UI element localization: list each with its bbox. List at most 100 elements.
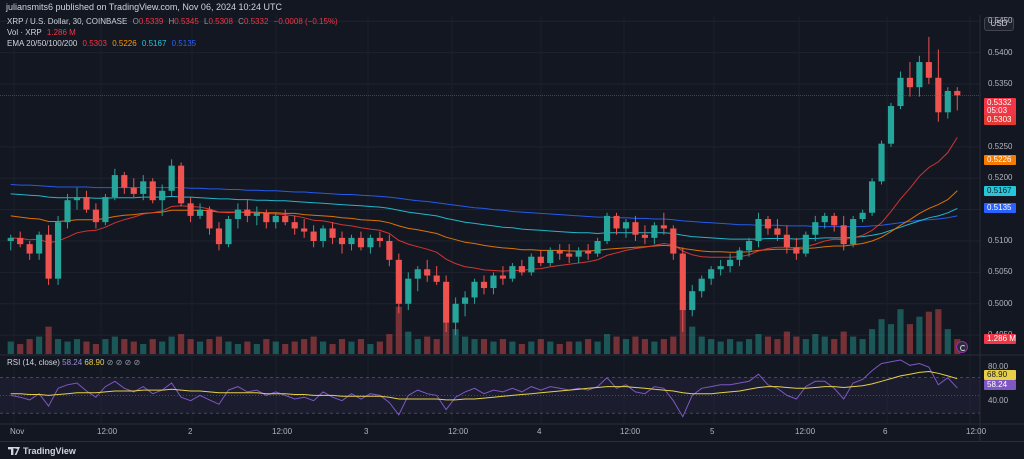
candle-body	[414, 269, 421, 279]
candle-body	[613, 215, 620, 229]
currency-button[interactable]: USD	[984, 17, 1014, 31]
volume-bar	[518, 344, 525, 354]
ema50-price-label: 0.5226	[984, 155, 1016, 165]
volume-bar	[916, 316, 923, 354]
volume-bar	[272, 341, 279, 354]
volume-bar	[935, 309, 942, 354]
volume-bar	[651, 341, 658, 354]
tradingview-logo[interactable]: TradingView	[8, 446, 76, 457]
rsi-legend: RSI (14, close) 58.24 68.90 ⊘ ⊘ ⊘ ⊘	[7, 358, 140, 368]
volume-bar	[944, 329, 951, 354]
candle-body	[622, 222, 630, 229]
candle-body	[689, 291, 696, 311]
candle-body	[698, 278, 705, 292]
rsi-settings-icons[interactable]: ⊘ ⊘ ⊘ ⊘	[106, 358, 141, 367]
close-value: 0.5332	[243, 17, 269, 26]
ema-label[interactable]: EMA 20/50/100/200	[7, 39, 78, 48]
candle-body	[320, 228, 327, 241]
candle-body	[424, 269, 431, 276]
volume-bar	[73, 339, 81, 354]
volume-bar	[159, 341, 166, 354]
candle-body	[301, 228, 308, 232]
volume-bar	[7, 341, 14, 354]
ema20-value: 0.5303	[82, 39, 107, 48]
candle-body	[196, 209, 204, 216]
time-tick-label: 6	[883, 427, 888, 436]
candle-body	[7, 237, 14, 241]
volume-bar	[774, 339, 781, 354]
candle-body	[149, 181, 156, 201]
volume-bar	[234, 344, 241, 354]
volume-bar	[244, 341, 251, 354]
candle-body	[367, 237, 374, 248]
candle-body	[26, 244, 33, 254]
candle-body	[897, 77, 904, 107]
candle-body	[537, 256, 544, 263]
candle-body	[45, 234, 52, 279]
volume-bar	[537, 339, 544, 354]
candle-body	[338, 237, 346, 245]
volume-bar	[405, 331, 412, 354]
volume-bar	[17, 344, 24, 354]
candle-body	[764, 219, 772, 229]
rsi-pane	[0, 359, 980, 418]
candle-body	[452, 303, 459, 323]
volume-bar	[727, 339, 734, 354]
volume-bar	[925, 311, 932, 354]
candle-body	[64, 200, 71, 223]
volume-bar	[764, 336, 772, 354]
volume-bar	[424, 336, 431, 354]
volume-bar	[282, 344, 289, 354]
low-value: 0.5308	[208, 17, 233, 26]
symbol-name[interactable]: XRP / U.S. Dollar, 30, COINBASE	[7, 17, 128, 26]
volume-bar	[831, 339, 838, 354]
ema200-line	[10, 184, 958, 228]
candle-body	[395, 259, 402, 304]
candle-body	[944, 90, 951, 113]
candle-body	[480, 281, 488, 289]
rsi-title[interactable]: RSI (14, close)	[7, 358, 60, 367]
candle-body	[745, 241, 753, 251]
volume-bar	[887, 324, 895, 354]
ema100-price-label: 0.5167	[984, 186, 1016, 196]
ema50-line	[10, 190, 958, 253]
volume-bar	[443, 321, 450, 354]
volume-bar	[433, 339, 440, 354]
candle-body	[575, 250, 582, 257]
candle-body	[253, 212, 260, 216]
volume-bar	[225, 341, 232, 354]
volume-bar	[414, 339, 421, 354]
candle-body	[178, 165, 185, 204]
rsi-tick-80: 80.00	[988, 362, 1009, 371]
candle-body	[405, 278, 412, 304]
candle-body	[376, 237, 383, 241]
candle-body	[168, 165, 175, 191]
time-tick-label: 12:00	[620, 427, 641, 436]
price-tick-label: 0.5350	[988, 79, 1013, 89]
candle-body	[547, 250, 554, 263]
volume-bar	[92, 344, 99, 354]
volume-bar	[499, 339, 507, 354]
candle-body	[291, 222, 298, 229]
ema-lines	[10, 137, 958, 272]
volume-bar	[840, 331, 847, 354]
rsi-ma-line	[10, 370, 958, 401]
volume-bar	[178, 334, 185, 354]
volume-bar	[670, 336, 677, 354]
close-label: C	[238, 17, 244, 26]
reset-chart-icon[interactable]	[956, 341, 968, 353]
ema20-price-label: 0.5303	[984, 115, 1016, 125]
volume-bar	[168, 336, 175, 354]
volume-bar	[149, 339, 156, 354]
candle-body	[263, 212, 270, 223]
volume-bar	[461, 336, 469, 354]
candle-body	[140, 181, 147, 194]
candle-body	[717, 266, 724, 270]
volume-bar	[215, 336, 223, 354]
candle-body	[831, 215, 838, 226]
volume-bar	[329, 344, 336, 354]
volume-bar	[859, 339, 866, 354]
symbol-legend: XRP / U.S. Dollar, 30, COINBASE O0.5339 …	[7, 17, 341, 27]
volume-label[interactable]: Vol · XRP	[7, 28, 42, 37]
